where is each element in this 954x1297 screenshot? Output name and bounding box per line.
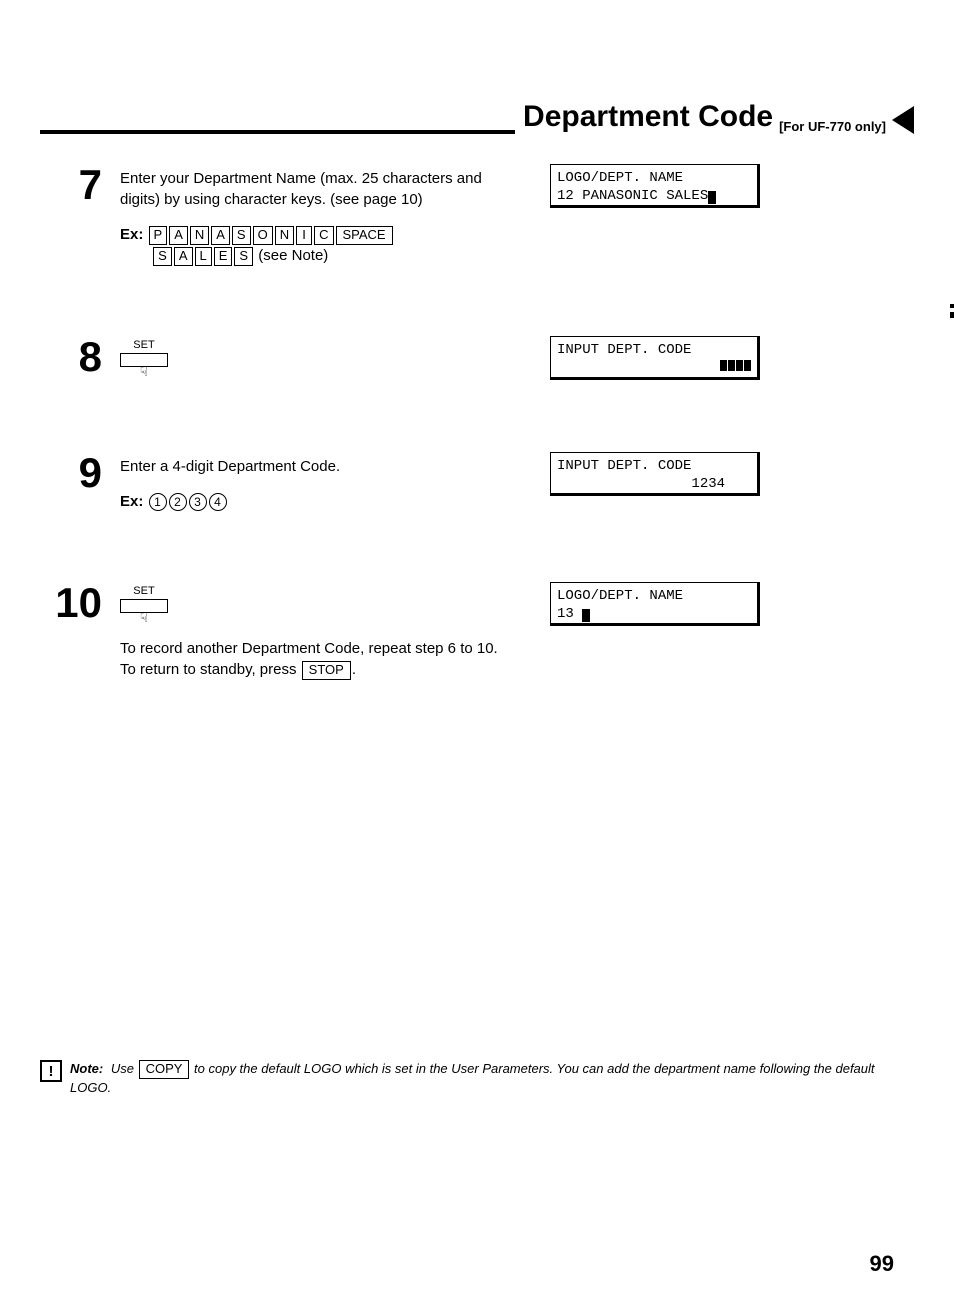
lcd-display: INPUT DEPT. CODE 1234: [550, 452, 760, 496]
step-instruction-2: To return to standby, press STOP.: [120, 659, 520, 680]
note-icon: !: [40, 1060, 62, 1082]
key-o: O: [253, 226, 273, 245]
key-n2: N: [275, 226, 294, 245]
step-instruction-1: To record another Department Code, repea…: [120, 638, 520, 659]
lcd-line1: INPUT DEPT. CODE: [557, 458, 691, 474]
step-8: 8 SET ☟ INPUT DEPT. CODE: [40, 336, 914, 382]
chapter-tab-bars: [950, 304, 954, 318]
note-block: ! Note: Use COPY to copy the default LOG…: [40, 1060, 914, 1097]
page-subtitle: [For UF-770 only]: [779, 119, 886, 134]
step-example: Ex: 1234: [120, 491, 520, 512]
key-a: A: [169, 226, 188, 245]
step-body: Enter your Department Name (max. 25 char…: [120, 164, 520, 266]
note-content: Note: Use COPY to copy the default LOGO …: [70, 1060, 914, 1097]
key-3: 3: [189, 493, 207, 511]
example-label: Ex:: [120, 226, 143, 243]
step-10: 10 SET ☟ To record another Department Co…: [40, 582, 914, 680]
lcd-line2: 13: [557, 606, 582, 622]
header-rule: [40, 130, 515, 134]
lcd-line2: 12 PANASONIC SALES: [557, 188, 708, 204]
chapter-number: 5: [950, 270, 954, 302]
set-button-icon: SET ☟: [120, 586, 168, 624]
key-copy: COPY: [139, 1060, 190, 1079]
page-title: Department Code: [523, 100, 773, 134]
step-number: 8: [40, 336, 120, 378]
key-space: SPACE: [336, 226, 393, 245]
key-i: I: [296, 226, 312, 245]
hand-press-icon: ☟: [120, 365, 168, 378]
key-a2: A: [211, 226, 230, 245]
step-number: 9: [40, 452, 120, 494]
lcd-screen: INPUT DEPT. CODE: [550, 336, 760, 380]
lcd-display: INPUT DEPT. CODE: [550, 336, 760, 380]
manual-page: Department Code [For UF-770 only] 5 7 En…: [0, 0, 954, 1297]
lcd-display: LOGO/DEPT. NAME 13: [550, 582, 760, 626]
pointer-left-icon: [892, 106, 914, 134]
text-part-a: To return to standby, press: [120, 661, 301, 678]
page-header: Department Code [For UF-770 only]: [40, 100, 914, 134]
note-text: Use COPY to copy the default LOGO which …: [70, 1061, 875, 1095]
key-s2: S: [153, 247, 172, 266]
lcd-line2: 1234: [557, 476, 725, 492]
key-n: N: [190, 226, 209, 245]
key-stop: STOP: [302, 661, 351, 680]
step-number: 10: [40, 582, 120, 624]
key-1: 1: [149, 493, 167, 511]
key-s: S: [232, 226, 251, 245]
cursor-icon: [708, 191, 716, 204]
lcd-line2: [719, 359, 751, 377]
step-instruction: Enter your Department Name (max. 25 char…: [120, 168, 520, 210]
step-body: SET ☟: [120, 336, 520, 382]
lcd-display: LOGO/DEPT. NAME 12 PANASONIC SALES: [550, 164, 760, 208]
lcd-screen: INPUT DEPT. CODE 1234: [550, 452, 760, 496]
text-part-b: .: [352, 661, 356, 678]
cursor-icon: [582, 609, 590, 622]
step-9: 9 Enter a 4-digit Department Code. Ex: 1…: [40, 452, 914, 512]
steps-list: 7 Enter your Department Name (max. 25 ch…: [40, 164, 914, 680]
mask-blocks-icon: [719, 359, 751, 377]
step-body: SET ☟ To record another Department Code,…: [120, 582, 520, 680]
key-p: P: [149, 226, 168, 245]
example-suffix: (see Note): [254, 247, 328, 264]
key-c: C: [314, 226, 333, 245]
key-2: 2: [169, 493, 187, 511]
key-a3: A: [174, 247, 193, 266]
example-label: Ex:: [120, 493, 143, 510]
step-7: 7 Enter your Department Name (max. 25 ch…: [40, 164, 914, 266]
set-button-icon: SET ☟: [120, 340, 168, 378]
step-body: Enter a 4-digit Department Code. Ex: 123…: [120, 452, 520, 512]
note-text-a: Use: [111, 1061, 138, 1076]
key-l: L: [195, 247, 212, 266]
set-label: SET: [120, 340, 168, 351]
key-4: 4: [209, 493, 227, 511]
key-e: E: [214, 247, 233, 266]
note-text-b: to copy the default LOGO which is set in…: [70, 1061, 875, 1095]
lcd-screen: LOGO/DEPT. NAME 12 PANASONIC SALES: [550, 164, 760, 208]
set-label: SET: [120, 586, 168, 597]
step-number: 7: [40, 164, 120, 206]
step-instruction: Enter a 4-digit Department Code.: [120, 456, 520, 477]
lcd-line1: INPUT DEPT. CODE: [557, 342, 691, 358]
lcd-line1: LOGO/DEPT. NAME: [557, 170, 683, 186]
page-number: 99: [870, 1251, 894, 1277]
note-label: Note:: [70, 1061, 103, 1076]
step-example: Ex: PANASONICSPACE SALES (see Note): [120, 224, 520, 266]
lcd-line1: LOGO/DEPT. NAME: [557, 588, 683, 604]
key-s3: S: [234, 247, 253, 266]
hand-press-icon: ☟: [120, 611, 168, 624]
chapter-tab: 5: [950, 270, 954, 318]
lcd-screen: LOGO/DEPT. NAME 13: [550, 582, 760, 626]
